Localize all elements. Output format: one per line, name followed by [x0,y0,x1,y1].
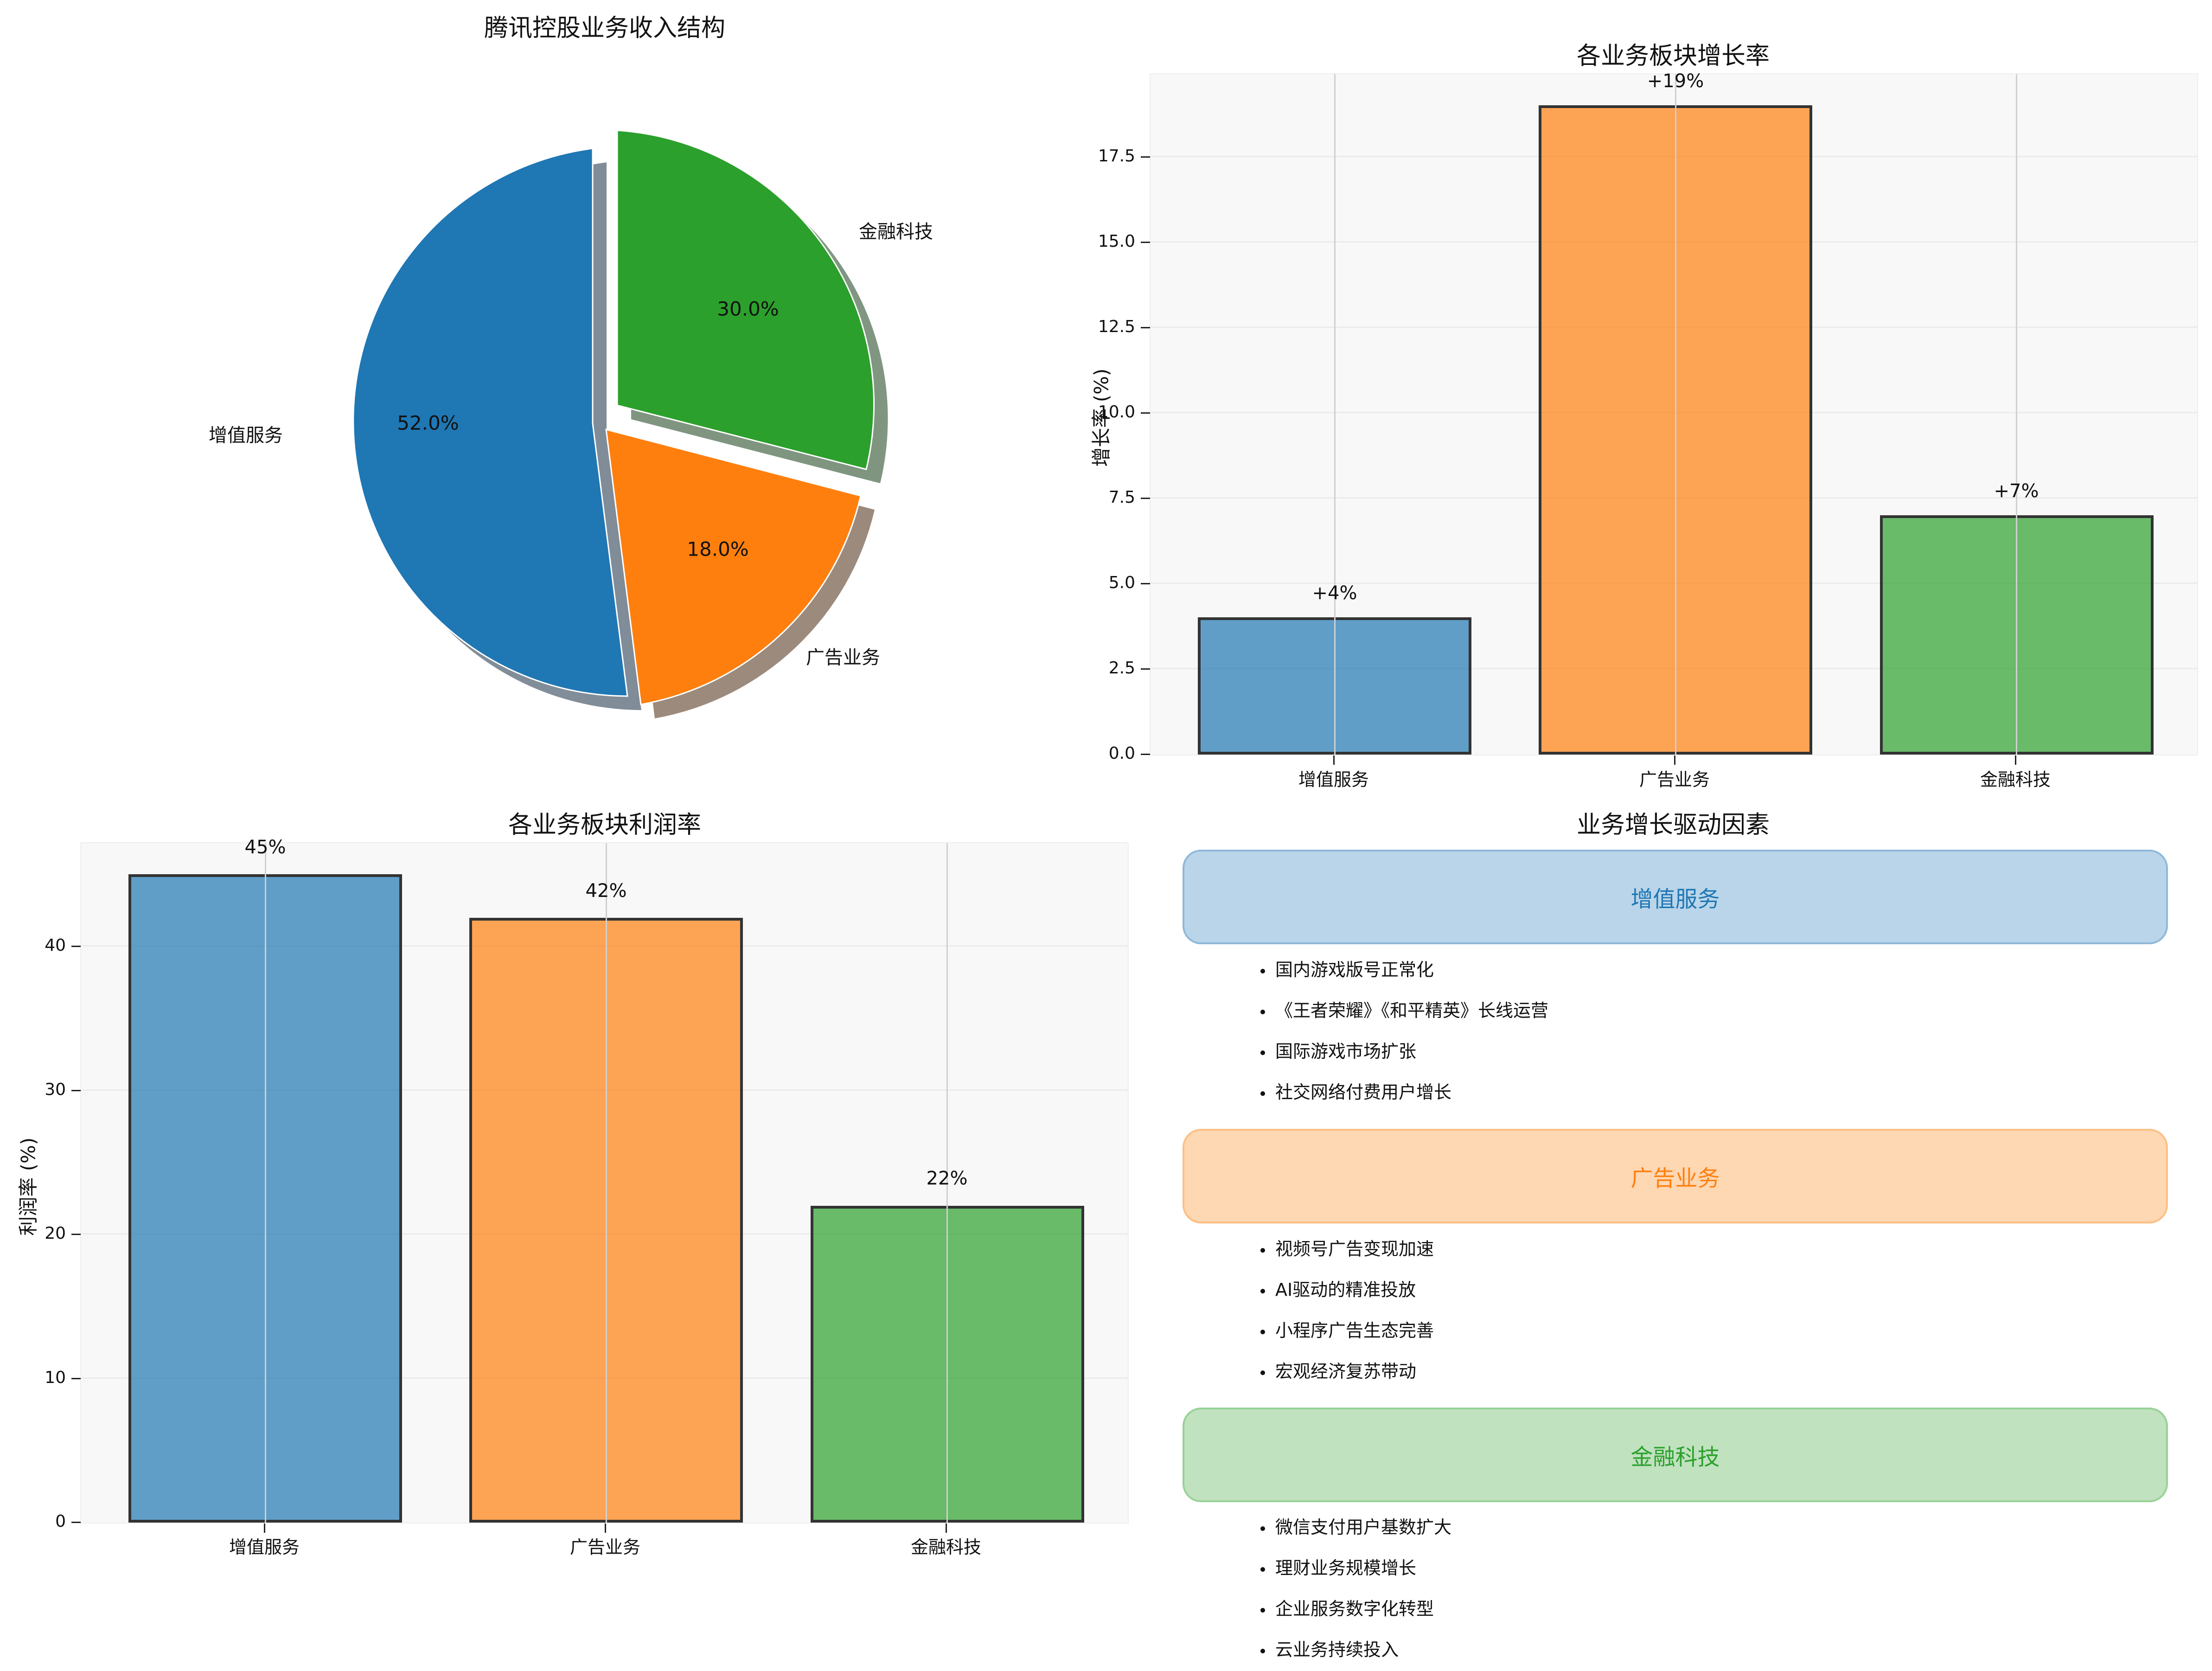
driver-group-fintech-label: 金融科技 [1630,1444,1720,1470]
profit-value-ads: 42% [585,880,627,902]
driver-item: 国际游戏市场扩张 [1260,1037,1416,1063]
driver-group-fintech: 金融科技 [1183,1408,2168,1502]
profit-xtick-ads: 广告业务 [569,1537,640,1557]
driver-item: 小程序广告生态完善 [1260,1316,1434,1342]
pie-label-vas: 增值服务 [209,425,283,446]
growth-xtick-ads: 广告业务 [1639,769,1710,790]
driver-item: 国内游戏版号正常化 [1260,955,1434,981]
pie-title: 腾讯控股业务收入结构 [484,14,725,42]
growth-title: 各业务板块增长率 [1576,42,1770,70]
pie-chart [352,129,888,718]
driver-item: AI驱动的精准投放 [1260,1275,1416,1301]
driver-item: 社交网络付费用户增长 [1260,1078,1451,1103]
driver-item: 《王者荣耀》《和平精英》长线运营 [1260,996,1548,1022]
driver-item: 视频号广告变现加速 [1260,1235,1434,1260]
profit-xtick-vas: 增值服务 [229,1537,300,1557]
pie-pct-fintech: 30.0% [717,297,779,320]
growth-xtick-fintech: 金融科技 [1980,769,2051,790]
growth-value-ads: +19% [1647,70,1704,92]
growth-xtick-vas: 增值服务 [1298,769,1369,790]
driver-group-ads: 广告业务 [1183,1129,2168,1223]
growth-value-vas: +4% [1312,583,1357,604]
profit-value-vas: 45% [244,837,286,858]
pie-slice-ads [605,428,862,705]
driver-item: 理财业务规模增长 [1260,1554,1416,1579]
drivers-title: 业务增长驱动因素 [1576,811,1770,839]
driver-group-vas: 增值服务 [1183,850,2168,944]
pie-label-ads: 广告业务 [806,647,880,668]
pie-slice-vas [352,147,628,697]
profit-title: 各业务板块利润率 [508,811,701,839]
driver-group-ads-label: 广告业务 [1630,1165,1720,1191]
profit-axes: 45% 42% 22% [80,837,1129,1524]
driver-item: 云业务持续投入 [1260,1635,1399,1661]
driver-item: 企业服务数字化转型 [1260,1594,1434,1620]
driver-group-vas-label: 增值服务 [1630,886,1720,912]
pie-label-fintech: 金融科技 [859,221,933,243]
growth-value-fintech: +7% [1994,480,2039,502]
pie-pct-vas: 52.0% [397,411,459,435]
driver-item: 宏观经济复苏带动 [1260,1357,1416,1383]
pie-pct-ads: 18.0% [687,538,749,561]
pie-slice-fintech [616,129,875,470]
growth-axes: +4% +19% +7% [1150,70,2198,755]
profit-xtick-fintech: 金融科技 [910,1537,981,1557]
driver-item: 微信支付用户基数扩大 [1260,1513,1451,1538]
profit-value-fintech: 22% [926,1168,968,1189]
